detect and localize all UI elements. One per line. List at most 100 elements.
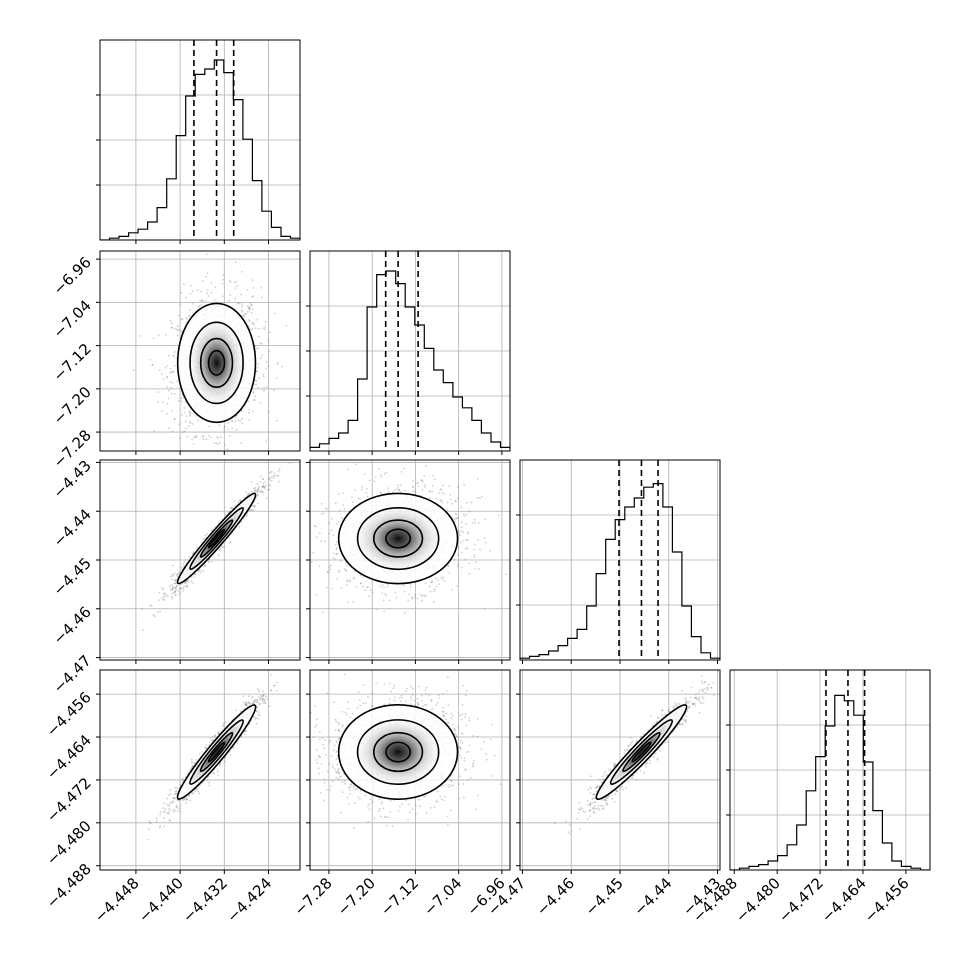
scatter-point	[184, 581, 187, 584]
scatter-point	[251, 327, 254, 330]
scatter-point	[189, 412, 192, 414]
scatter-point	[167, 807, 170, 810]
scatter-point	[263, 328, 266, 330]
scatter-point	[262, 492, 265, 494]
contour-level-3	[207, 528, 226, 549]
scatter-point	[174, 365, 176, 367]
scatter-point	[263, 386, 265, 389]
scatter-point	[222, 274, 225, 277]
scatter-point	[180, 291, 183, 294]
scatter-point	[373, 480, 376, 483]
scatter-point	[250, 304, 253, 307]
scatter-point	[200, 304, 203, 306]
scatter-point	[462, 539, 465, 542]
scatter-point	[216, 436, 219, 438]
scatter-point	[166, 402, 169, 405]
scatter-point	[332, 557, 335, 560]
scatter-point	[473, 518, 476, 521]
scatter-point	[253, 505, 256, 508]
scatter-point	[217, 436, 220, 439]
density-blob	[354, 505, 442, 572]
scatter-point	[248, 703, 251, 705]
scatter-point	[166, 365, 168, 367]
scatter-point	[262, 482, 265, 485]
scatter-point	[234, 287, 237, 289]
scatter-point	[428, 585, 431, 588]
scatter-point	[248, 319, 250, 321]
scatter-point	[150, 821, 152, 824]
scatter-point	[440, 488, 442, 491]
scatter-point	[194, 790, 197, 793]
scatter-point	[174, 591, 176, 593]
scatter-point	[340, 587, 343, 589]
scatter-point	[193, 576, 196, 578]
scatter-point	[338, 493, 340, 496]
scatter-point	[421, 594, 423, 597]
scatter-point	[323, 512, 325, 515]
scatter-point	[188, 465, 190, 467]
scatter-point	[241, 417, 243, 420]
scatter-point	[435, 585, 438, 588]
scatter-point	[182, 587, 185, 590]
scatter-point	[219, 549, 222, 552]
scatter-point	[166, 412, 169, 415]
scatter-point	[454, 500, 457, 503]
scatter-point	[193, 480, 195, 482]
scatter-point	[185, 415, 188, 418]
scatter-point	[164, 592, 167, 595]
contour-level-0	[337, 492, 459, 585]
scatter-point	[253, 715, 256, 718]
scatter-point	[182, 396, 185, 399]
scatter-point	[158, 369, 161, 371]
scatter-point	[256, 699, 259, 702]
scatter-point	[189, 292, 192, 295]
scatter-point	[155, 820, 158, 823]
scatter-point	[461, 521, 463, 524]
scatter-point	[442, 576, 445, 579]
scatter-point	[288, 461, 291, 464]
scatter-point	[253, 383, 256, 386]
scatter-point	[234, 504, 237, 507]
scatter-point	[387, 487, 389, 490]
scatter-point	[332, 534, 335, 537]
scatter-point	[241, 305, 244, 308]
scatter-point	[248, 492, 251, 495]
scatter-point	[221, 545, 223, 548]
scatter-point	[150, 605, 153, 607]
scatter-point	[223, 506, 226, 509]
scatter-point	[262, 373, 265, 376]
scatter-point	[205, 300, 207, 302]
scatter-point	[210, 291, 213, 294]
scatter-point	[381, 592, 384, 594]
scatter-point	[246, 514, 249, 516]
scatter-point	[166, 455, 168, 457]
scatter-point	[206, 533, 208, 535]
scatter-point	[206, 289, 209, 291]
scatter-point	[264, 481, 267, 483]
scatter-point	[218, 732, 220, 735]
scatter-point	[400, 470, 403, 473]
scatter-point	[207, 452, 209, 454]
scatter-point	[247, 493, 249, 496]
scatter-point	[182, 283, 185, 285]
scatter-point	[167, 354, 170, 357]
scatter-point	[180, 566, 183, 568]
scatter-point	[484, 518, 486, 521]
scatter-point	[438, 492, 440, 494]
scatter-point	[473, 543, 476, 546]
scatter-point	[357, 497, 360, 499]
scatter-point	[167, 595, 170, 597]
scatter-point	[252, 391, 255, 393]
scatter-point	[206, 253, 208, 256]
scatter-point	[383, 472, 386, 475]
scatter-point	[304, 568, 306, 570]
scatter-point	[303, 549, 305, 551]
scatter-point	[204, 565, 207, 567]
scatter-point	[460, 526, 463, 528]
contour-level-1	[356, 507, 440, 571]
scatter-point	[330, 529, 333, 532]
scatter-point	[414, 593, 417, 596]
scatter-point	[431, 581, 433, 584]
scatter-point	[366, 488, 368, 490]
scatter-point	[184, 559, 187, 561]
